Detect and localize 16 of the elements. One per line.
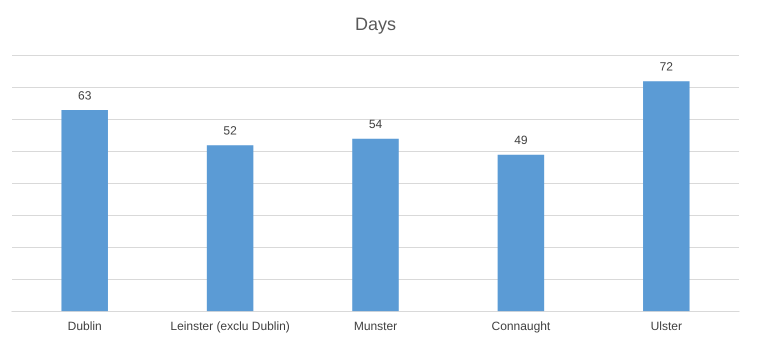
x-tick-label: Dublin — [68, 319, 102, 334]
bar — [643, 81, 690, 312]
bar — [498, 154, 544, 312]
x-tick-label: Leinster (exclu Dublin) — [170, 319, 290, 334]
data-label: 63 — [78, 88, 92, 102]
data-label: 52 — [223, 124, 238, 138]
x-tick-label: Connaught — [492, 319, 551, 334]
chart-title: Days — [354, 14, 396, 34]
bar — [206, 145, 254, 312]
x-tick-label: Munster — [354, 319, 398, 334]
bar — [352, 138, 399, 312]
x-tick-label: Ulster — [650, 319, 682, 334]
data-label: 54 — [368, 117, 382, 132]
data-label: 72 — [660, 60, 674, 74]
bar — [61, 110, 108, 312]
data-label: 49 — [514, 133, 528, 148]
